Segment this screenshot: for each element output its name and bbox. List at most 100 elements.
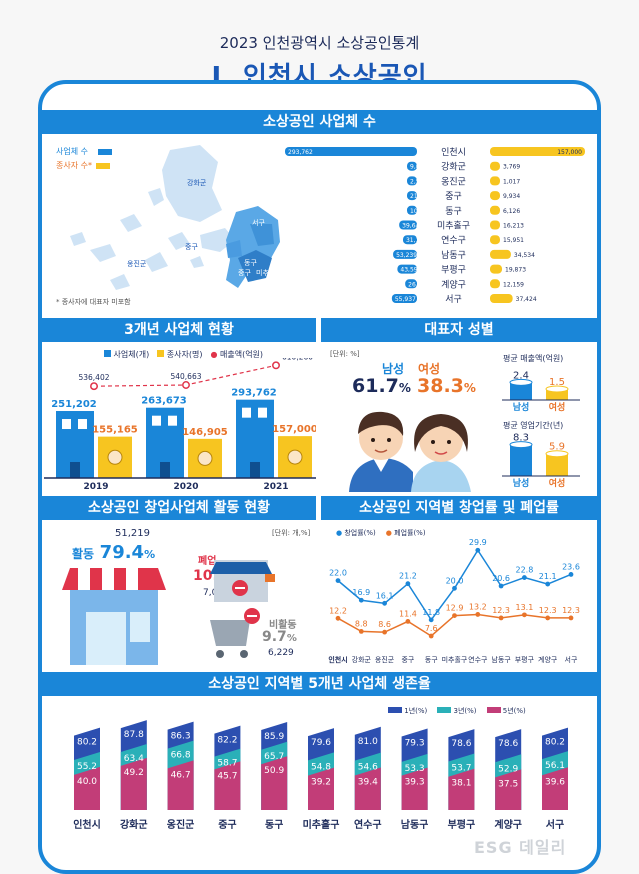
survival-value-label: 56.1 xyxy=(545,761,565,771)
legend-startup: ● 창업률(%) xyxy=(336,529,376,537)
worker-face xyxy=(107,449,123,465)
section1-title: 소상공인 사업체 수 xyxy=(42,110,597,134)
female-label: 여성 xyxy=(418,362,441,376)
region-label: 옹진군 xyxy=(167,818,195,831)
closure-point xyxy=(522,612,527,618)
business-value-label: 43,590 xyxy=(400,267,421,274)
male-label: 남성 xyxy=(382,362,405,376)
workers-bar xyxy=(490,249,511,259)
survival-value-label: 81.0 xyxy=(358,737,378,747)
region-label: 계양구 xyxy=(494,818,522,831)
three-year-chart: 251,202 155,165 2019 263,673 146,905 2020 293,… xyxy=(44,358,316,490)
region-label: 인천시 xyxy=(441,147,466,158)
survival-value-label: 63.4 xyxy=(124,754,144,764)
survival-5yr-bar xyxy=(495,769,522,810)
survival-5yr-bar xyxy=(401,767,428,810)
business-bar xyxy=(393,249,417,259)
survival-value-label: 66.8 xyxy=(171,751,191,761)
sec2-legend: 사업체(개) 종사자(명) ● 매출액(억원) xyxy=(104,349,263,360)
workers-value-label: 157,000 xyxy=(557,149,582,156)
startup-point xyxy=(475,547,481,553)
coin-top xyxy=(545,450,569,458)
startup-point xyxy=(335,578,341,584)
section6-title: 소상공인 지역별 5개년 사업체 생존율 xyxy=(42,672,597,696)
region-label: 동구 xyxy=(445,206,462,217)
startup-point xyxy=(452,585,457,591)
year-label: 2020 xyxy=(173,482,198,490)
workers-value-label: 1,017 xyxy=(503,178,520,185)
region-label: 인천시 xyxy=(328,655,347,664)
region-label: 연수구 xyxy=(441,235,466,246)
worker-face xyxy=(287,449,303,465)
closure-point xyxy=(382,629,387,635)
startup-point xyxy=(358,597,364,603)
region-label: 계양구 xyxy=(441,278,466,290)
gender-label: 여성 xyxy=(549,401,566,412)
workers-value-label: 146,905 xyxy=(182,427,228,438)
workers-bar xyxy=(490,147,585,156)
closure-point xyxy=(452,613,457,619)
avg-period-title: 평균 영업기간(년) xyxy=(503,421,564,430)
startup-value-label: 22.0 xyxy=(329,569,347,578)
survival-5yr-bar xyxy=(120,757,147,810)
section4-title: 소상공인 창업사업체 활동 현황 xyxy=(42,496,316,520)
region-label: 서구 xyxy=(565,655,578,664)
closure-point xyxy=(498,615,504,621)
closure-value-label: 12.9 xyxy=(446,604,464,613)
workers-value-label: 6,126 xyxy=(503,208,520,215)
closed-label: 폐업 xyxy=(198,556,217,567)
region-label: 강화군 xyxy=(120,818,148,831)
business-value-label: 9,039 xyxy=(410,164,427,171)
representatives-illustration xyxy=(349,411,471,492)
section5-title: 소상공인 지역별 창업률 및 폐업률 xyxy=(321,496,597,520)
region-label: 미추홀구 xyxy=(442,655,468,664)
workers-bar xyxy=(490,235,500,245)
sales-value-label: 536,402 xyxy=(78,373,109,382)
workers-bar xyxy=(490,279,500,289)
legend-1yr: 1년(%) xyxy=(388,706,427,716)
survival-value-label: 39.2 xyxy=(311,778,331,788)
coin-stack-bar xyxy=(546,453,568,476)
workers-value-label: 3,769 xyxy=(503,164,520,171)
survival-value-label: 85.9 xyxy=(264,732,284,742)
closure-value-label: 12.3 xyxy=(562,606,580,615)
survival-5yr-bar xyxy=(261,756,288,810)
business-count-chart: 293,762 인천시 157,000 9,039 강화군 3,769 2,511 옹진군 1,… xyxy=(285,147,585,305)
business-bar xyxy=(407,176,417,186)
business-bar xyxy=(407,205,417,215)
workers-value-label: 157,000 xyxy=(272,424,316,435)
startup-value-label: 21.1 xyxy=(539,572,557,581)
business-value-label: 293,762 xyxy=(288,149,313,156)
closure-value-label: 11.4 xyxy=(399,609,417,618)
region-label: 부평구 xyxy=(441,265,466,276)
workers-bar xyxy=(490,176,500,186)
inactive-label: 비활동 xyxy=(269,620,297,631)
workers-value-label: 16,213 xyxy=(503,223,524,230)
workers-value-label: 19,873 xyxy=(505,267,526,274)
avg-sales-chart: 2.4 남성 1.5 여성 xyxy=(502,370,580,412)
survival-value-label: 87.8 xyxy=(124,730,144,740)
coin-stack-bar xyxy=(510,444,532,476)
region-label: 서구 xyxy=(546,818,564,831)
coin-top xyxy=(509,378,533,386)
region-label: 부평구 xyxy=(448,818,476,831)
region-label: 미추홀구 xyxy=(303,818,340,831)
region-label: 연수구 xyxy=(354,818,382,831)
survival-value-label: 53.7 xyxy=(451,763,471,773)
survival-value-label: 37.5 xyxy=(498,779,518,789)
legend-workers: 종사자(명) xyxy=(157,349,202,360)
sales-value-label: 540,663 xyxy=(170,372,201,381)
business-value-label: 21,411 xyxy=(410,193,431,200)
female-pct: 38.3% xyxy=(417,375,476,397)
map-label-ongjin: 옹진군 xyxy=(127,260,147,268)
map-label-ganghwa: 강화군 xyxy=(187,179,207,187)
building-window xyxy=(152,415,161,426)
region-label: 연수구 xyxy=(468,656,488,664)
closure-point xyxy=(428,633,434,639)
building-window xyxy=(78,419,87,430)
survival-value-label: 53.3 xyxy=(405,764,425,774)
map-label-junggu2: 중구 xyxy=(238,269,251,277)
startup-point xyxy=(405,581,411,587)
startup-point xyxy=(568,572,574,577)
sales-value-label: 610,260 xyxy=(282,358,313,361)
